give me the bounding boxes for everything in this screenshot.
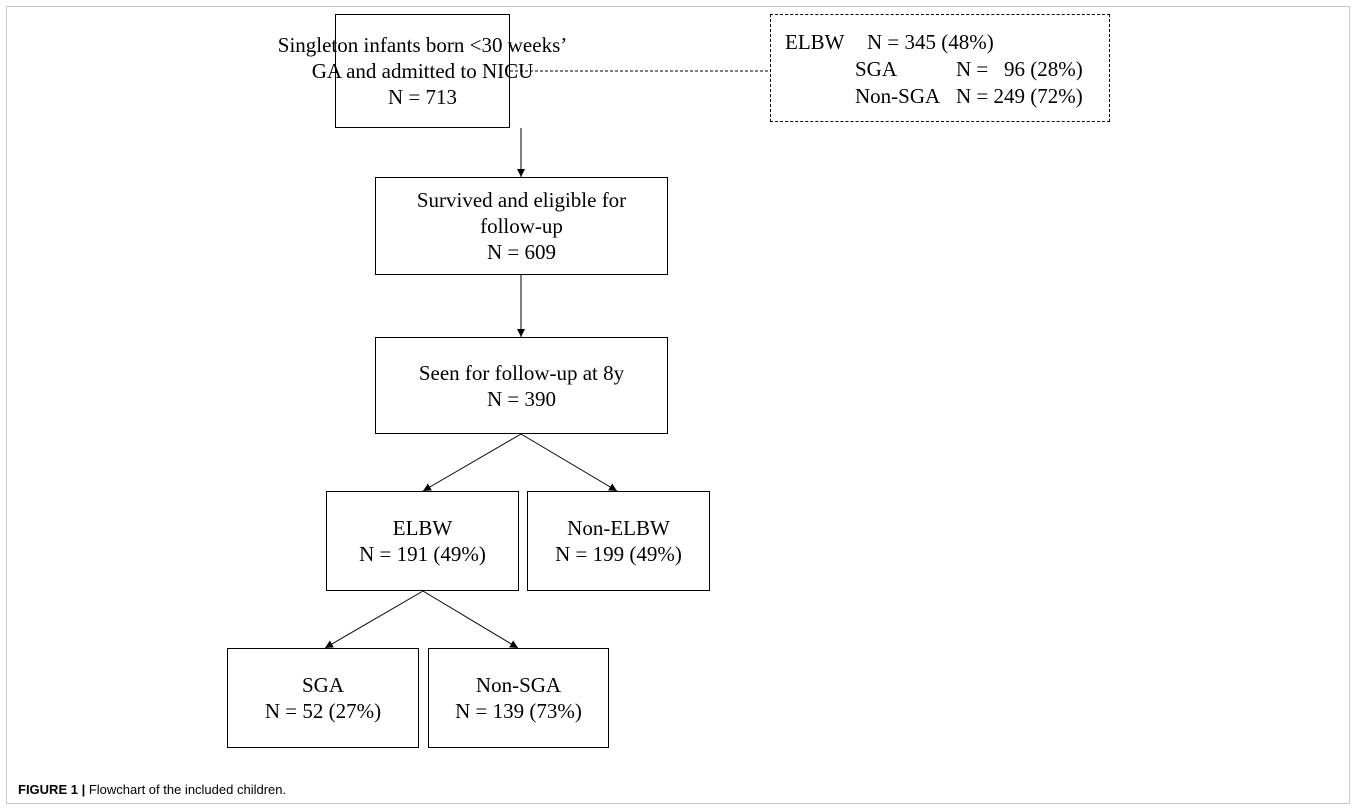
summary-elbw-value: N = 345 (48%) <box>867 30 994 54</box>
summary-non-sga-label: Non-SGA <box>855 84 941 108</box>
cohort-count: N = 713 <box>387 85 457 109</box>
non-sga-count: N = 139 (73%) <box>455 699 582 723</box>
arrow-elbw-to-non-sga <box>422 590 519 649</box>
arrow-seen-to-elbw <box>422 433 522 492</box>
arrow-seen-to-non-elbw <box>520 433 618 492</box>
elbw-count: N = 191 (49%) <box>359 542 486 566</box>
non-elbw-box: Non-ELBW N = 199 (49%) <box>527 491 710 591</box>
survived-count: N = 609 <box>486 240 556 264</box>
seen-box: Seen for follow-up at 8y N = 390 <box>375 337 668 434</box>
summary-sga-label: SGA <box>855 57 898 81</box>
elbw-summary-box: ELBW N = 345 (48%) SGA N = 96 (28%) Non-… <box>770 14 1110 122</box>
summary-sga-value: N = 96 (28%) <box>956 57 1083 81</box>
arrow-elbw-to-sga <box>324 590 424 649</box>
caption-label: FIGURE 1 | <box>18 782 86 797</box>
seen-count: N = 390 <box>486 386 556 411</box>
seen-line1: Seen for follow-up at 8y <box>418 360 625 385</box>
cohort-box: Singleton infants born <30 weeks’ GA and… <box>278 14 567 128</box>
sga-label: SGA <box>301 673 344 697</box>
figure-caption: FIGURE 1 | Flowchart of the included chi… <box>18 782 286 797</box>
non-sga-box: Non-SGA N = 139 (73%) <box>428 648 609 748</box>
caption-text: Flowchart of the included children. <box>88 782 287 797</box>
survived-line2: follow-up <box>480 214 563 238</box>
cohort-line1: Singleton infants born <30 weeks’ <box>277 33 568 57</box>
summary-non-sga-value: N = 249 (72%) <box>956 84 1083 108</box>
non-sga-label: Non-SGA <box>475 673 562 697</box>
non-elbw-label: Non-ELBW <box>567 516 670 540</box>
sga-count: N = 52 (27%) <box>264 699 382 723</box>
summary-elbw-label: ELBW <box>785 30 845 54</box>
non-elbw-count: N = 199 (49%) <box>555 542 682 566</box>
sga-box: SGA N = 52 (27%) <box>227 648 419 748</box>
elbw-box: ELBW N = 191 (49%) <box>326 491 519 591</box>
survived-box: Survived and eligible for follow-up N = … <box>375 177 668 275</box>
cohort-line2: GA and admitted to NICU <box>311 59 534 83</box>
survived-line1: Survived and eligible for <box>416 188 627 212</box>
elbw-label: ELBW <box>392 516 453 540</box>
